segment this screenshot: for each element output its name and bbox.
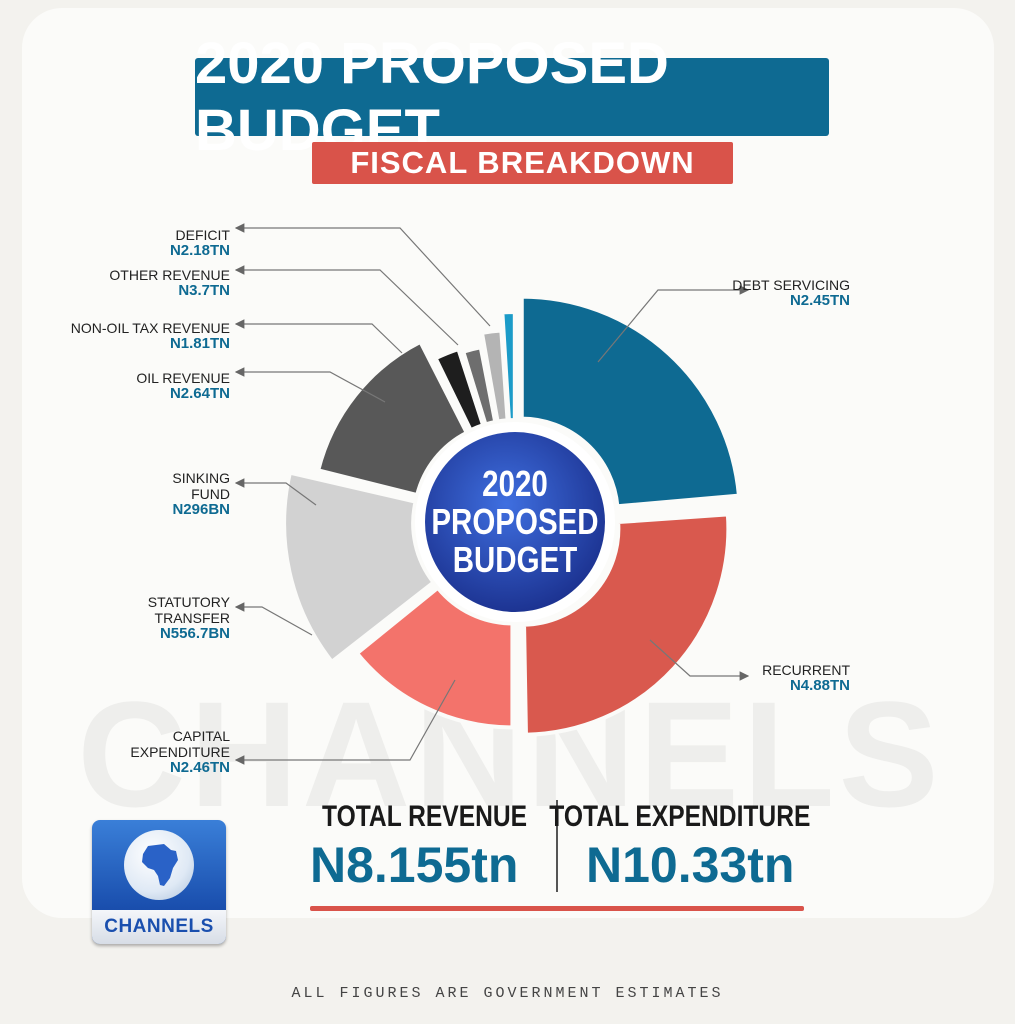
pie-slice-debt-servicing (519, 294, 742, 509)
center-label-line: 2020 (482, 463, 548, 503)
label-statutory-value: N556.7bn (159, 625, 230, 642)
label-other-revenue: OTHER REVENUE N3.7tn (109, 267, 230, 299)
label-deficit-value: N2.18tn (169, 242, 230, 259)
label-non-oil-name: NON-OIL TAX REVENUE (70, 320, 230, 336)
label-statutory-name-2: TRANSFER (154, 610, 230, 626)
leader-line-other-revenue (234, 265, 459, 346)
label-debt-servicing: DEBT SERVICING N2.45tn (732, 277, 850, 309)
label-sinking-fund: SINKING FUND N296bn (172, 470, 230, 518)
leader-line-non-oil-tax-revenue (234, 319, 403, 354)
label-oil-revenue: OIL REVENUE N2.64tn (136, 370, 230, 402)
page-subtitle: FISCAL BREAKDOWN (312, 142, 733, 184)
channels-logo: CHANNELS (92, 820, 226, 944)
label-capital-name-1: CAPITAL (172, 728, 230, 744)
label-capital-expenditure: CAPITAL EXPENDITURE N2.46tn (130, 728, 230, 776)
label-sinking-name-2: FUND (191, 486, 230, 502)
label-deficit: DEFICIT N2.18tn (170, 227, 230, 259)
label-other-revenue-name: OTHER REVENUE (109, 267, 230, 283)
label-sinking-name-1: SINKING (172, 470, 230, 486)
total-expenditure-label: TOTAL EXPENDITURE (548, 800, 810, 833)
label-capital-value: N2.46tn (169, 759, 230, 776)
label-debt-name: DEBT SERVICING (732, 277, 850, 293)
channels-logo-text: CHANNELS (92, 910, 226, 944)
label-statutory-transfer: STATUTORY TRANSFER N556.7bn (148, 594, 230, 642)
label-non-oil-tax-revenue: NON-OIL TAX REVENUE N1.81tn (71, 320, 230, 352)
leader-line-oil-revenue (234, 367, 386, 403)
center-label-line: BUDGET (453, 539, 578, 579)
leader-line-debt-servicing (597, 285, 750, 363)
label-non-oil-value: N1.81tn (169, 335, 230, 352)
leader-line-statutory-transfer (234, 602, 313, 636)
label-recurrent-value: N4.88tn (789, 677, 850, 694)
pie-slice-recurrent (522, 512, 731, 737)
label-statutory-name-1: STATUTORY (147, 594, 230, 610)
pie-slice-deficit (500, 310, 517, 423)
leader-line-deficit (234, 223, 491, 327)
center-disc (425, 432, 605, 612)
total-revenue-value: N8.155tn (310, 837, 519, 893)
center-label-line: PROPOSED (431, 501, 598, 541)
label-debt-value: N2.45tn (789, 292, 850, 309)
pie-slice-capital-expenditure (354, 585, 515, 730)
label-other-revenue-value: N3.7tn (178, 282, 230, 299)
label-capital-name-2: EXPENDITURE (130, 744, 230, 760)
africa-globe-icon (124, 830, 194, 900)
label-deficit-name: DEFICIT (175, 227, 230, 243)
total-expenditure-value: N10.33tn (586, 837, 795, 893)
totals-underline (310, 906, 804, 911)
footnote: ALL FIGURES ARE GOVERNMENT ESTIMATES (291, 985, 724, 1002)
total-revenue-label: TOTAL REVENUE (321, 800, 527, 833)
leader-line-recurrent (649, 639, 750, 681)
africa-map-icon (142, 844, 178, 886)
pie-slice-oil-revenue (432, 346, 486, 433)
leader-line-capital-expenditure (234, 679, 456, 765)
label-oil-name: OIL REVENUE (136, 370, 230, 386)
label-oil-value: N2.64tn (169, 385, 230, 402)
pie-slice-non-oil-tax-revenue (460, 344, 498, 427)
label-recurrent-name: RECURRENT (762, 662, 850, 678)
label-recurrent: RECURRENT N4.88tn (762, 662, 850, 694)
label-sinking-value: N296bn (172, 501, 230, 518)
leader-line-sinking-fund (234, 478, 317, 506)
pie-slice-sinking-fund (315, 339, 470, 498)
totals-divider (556, 800, 558, 892)
